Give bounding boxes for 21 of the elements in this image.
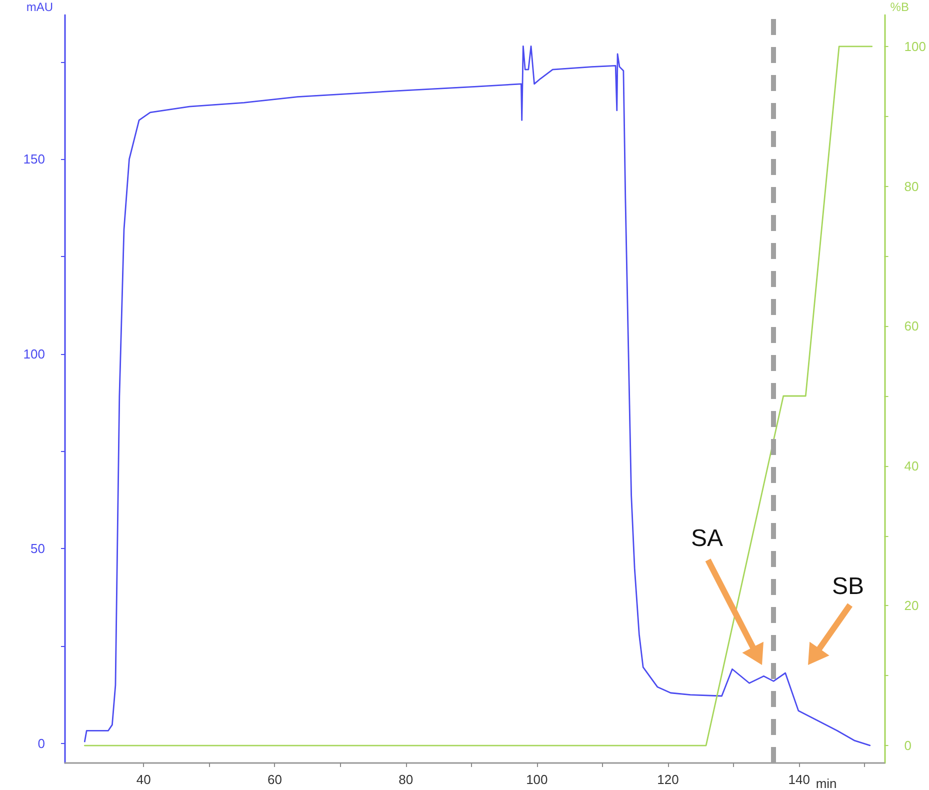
y2-tick-label: 20 [904, 598, 919, 614]
y2-tick-label: 60 [904, 318, 919, 334]
y2-tick-label: 100 [904, 38, 926, 54]
x-tick-label: 60 [268, 772, 282, 787]
y-tick-label: 50 [30, 541, 45, 556]
y2-tick-label: 80 [904, 178, 919, 194]
x-axis-title: min [816, 776, 837, 790]
y2-tick-label: 0 [904, 738, 912, 754]
annotation: SA [690, 525, 724, 552]
annotation: SB [832, 573, 864, 600]
y2-axis-title: %B [890, 0, 909, 14]
x-tick-label: 140 [788, 772, 810, 787]
y-tick-label: 150 [23, 152, 45, 167]
y-tick-label: 100 [23, 346, 45, 362]
x-tick-label: 40 [136, 772, 151, 787]
y-axis-title: mAU [26, 0, 53, 14]
x-tick-label: 120 [657, 772, 679, 787]
y2-tick-label: 40 [904, 458, 919, 474]
y-tick-label: 0 [38, 736, 45, 752]
x-tick-label: 80 [398, 772, 414, 787]
x-tick-label: 100 [526, 772, 548, 787]
